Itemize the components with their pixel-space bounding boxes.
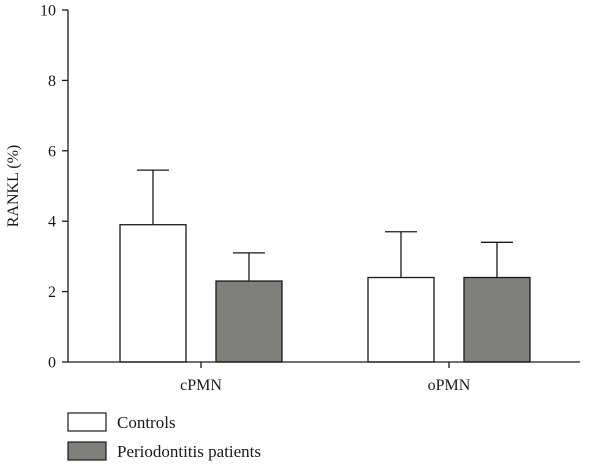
legend: Controls Periodontitis patients [67,412,261,461]
y-tick-label: 0 [48,355,56,372]
plot-area [119,169,531,363]
legend-swatch [67,412,107,432]
y-tick-label: 8 [48,73,56,90]
legend-swatch [67,441,107,461]
y-tick-label: 6 [48,143,56,160]
x-tick-label: oPMN [428,377,471,394]
legend-label: Periodontitis patients [117,442,261,461]
legend-label: Controls [117,413,176,432]
y-axis-ticks: 0 2 4 6 8 10 [40,3,68,372]
bar [367,276,435,363]
y-tick-label: 2 [48,284,56,301]
bar [463,276,531,363]
y-tick-label: 10 [40,3,56,20]
x-axis-ticks: cPMN oPMN [180,362,471,394]
bar [215,280,283,363]
bar [119,224,187,363]
y-tick-label: 4 [48,214,56,231]
y-axis-title: RANKL (%) [5,145,22,228]
x-tick-label: cPMN [180,377,222,394]
